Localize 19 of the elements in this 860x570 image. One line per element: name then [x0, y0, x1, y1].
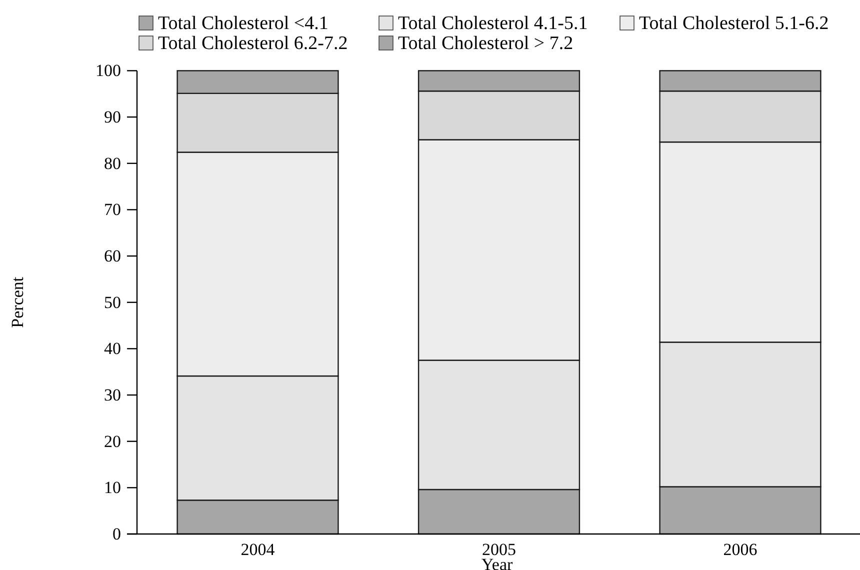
legend-label: Total Cholesterol 4.1-5.1 — [398, 12, 588, 34]
y-tick-label: 80 — [104, 154, 121, 173]
y-tick-label: 60 — [104, 246, 121, 266]
y-tick-label: 10 — [104, 478, 121, 498]
y-tick-label: 50 — [104, 292, 121, 312]
y-tick-label: 70 — [104, 200, 121, 220]
y-tick-label: 20 — [104, 432, 121, 451]
legend-label: Total Cholesterol > 7.2 — [398, 32, 574, 54]
legend-label: Total Cholesterol 5.1-6.2 — [639, 12, 829, 34]
y-tick-label: 100 — [96, 61, 121, 80]
legend-label: Total Cholesterol <4.1 — [158, 12, 328, 34]
x-tick-label: 2004 — [240, 540, 276, 558]
y-tick-label: 90 — [104, 108, 121, 127]
legend-label: Total Cholesterol 6.2-7.2 — [158, 32, 348, 54]
y-tick-label: 0 — [112, 524, 121, 544]
y-axis-title: Percent — [8, 276, 26, 328]
x-tick-label: 2006 — [723, 540, 758, 558]
y-tick-label: 30 — [104, 386, 121, 405]
y-tick-label: 40 — [104, 339, 121, 358]
